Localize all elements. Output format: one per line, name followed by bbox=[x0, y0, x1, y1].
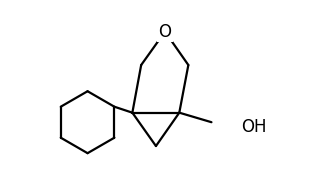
Text: O: O bbox=[158, 23, 172, 41]
Text: OH: OH bbox=[241, 118, 267, 136]
